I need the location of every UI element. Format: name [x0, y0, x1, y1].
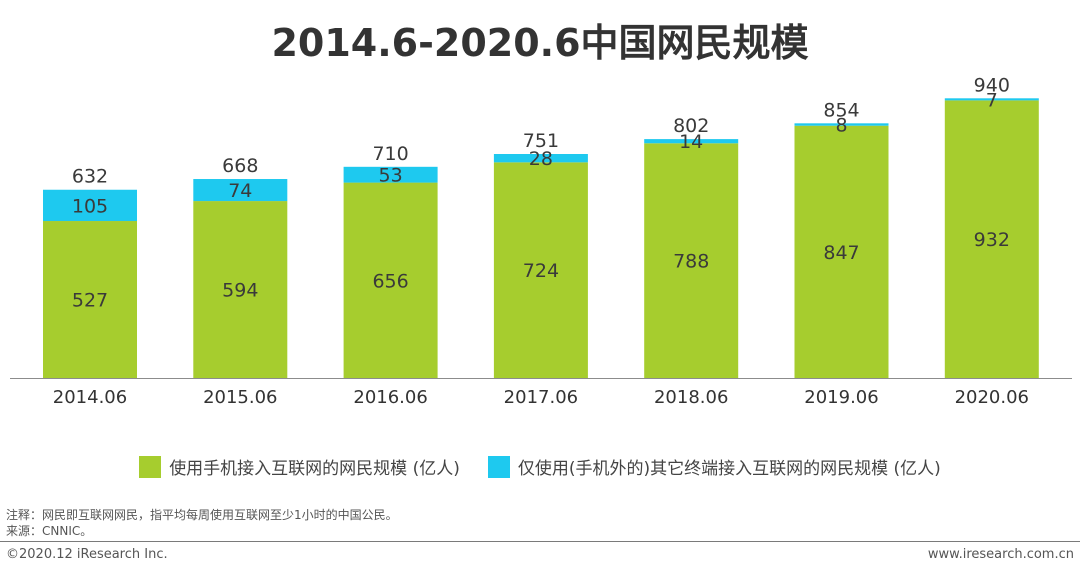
bar-mobile-2018.06	[644, 143, 739, 378]
footer-website: www.iresearch.com.cn	[927, 547, 1074, 562]
bar-other-2020.06	[944, 98, 1039, 101]
label-mobile-2016.06: 656	[372, 270, 408, 292]
label-other-2020.06: 7	[986, 89, 998, 111]
bar-mobile-2014.06	[43, 221, 137, 378]
label-mobile-2018.06: 788	[673, 251, 709, 273]
label-other-2016.06: 53	[379, 165, 403, 187]
x-tick-2017.06: 2017.06	[504, 387, 578, 408]
label-mobile-2014.06: 527	[72, 290, 108, 312]
x-tick-2016.06: 2016.06	[353, 387, 427, 408]
label-mobile-2015.06: 594	[222, 280, 258, 302]
bar-mobile-2017.06	[493, 162, 588, 378]
legend-item-mobile: 使用手机接入互联网的网民规模 (亿人)	[139, 454, 460, 479]
legend-label-other-terminal: 仅使用(手机外的)其它终端接入互联网的网民规模 (亿人)	[517, 459, 941, 479]
bar-other-2016.06	[343, 166, 438, 183]
bar-mobile-2016.06	[343, 182, 438, 378]
legend-label-mobile: 使用手机接入互联网的网民规模 (亿人)	[169, 459, 460, 479]
footer-divider	[0, 541, 1080, 542]
bar-mobile-2020.06	[944, 100, 1039, 378]
footnote-source: 来源：CNNIC。	[6, 524, 93, 538]
footnote-definition: 注释：网民即互联网网民，指平均每周使用互联网至少1小时的中国公民。	[6, 508, 398, 522]
label-total-2014.06: 632	[72, 166, 108, 188]
bar-other-2015.06	[193, 179, 288, 202]
label-total-2020.06: 940	[974, 74, 1010, 96]
label-mobile-2020.06: 932	[974, 229, 1010, 251]
x-tick-2019.06: 2019.06	[804, 387, 878, 408]
label-mobile-2017.06: 724	[523, 260, 559, 282]
legend-swatch-mobile	[139, 455, 162, 478]
chart-title: 2014.6-2020.6中国网民规模	[271, 21, 809, 65]
label-total-2019.06: 854	[823, 99, 859, 121]
label-total-2016.06: 710	[372, 143, 408, 165]
x-tick-2018.06: 2018.06	[654, 387, 728, 408]
bar-other-2017.06	[493, 154, 588, 163]
bar-other-2018.06	[644, 139, 739, 144]
legend-swatch-other-terminal	[487, 455, 510, 478]
x-tick-2015.06: 2015.06	[203, 387, 277, 408]
bar-other-2019.06	[794, 123, 889, 126]
label-total-2017.06: 751	[523, 130, 559, 152]
label-total-2015.06: 668	[222, 155, 258, 177]
label-other-2018.06: 14	[679, 131, 703, 153]
x-tick-2014.06: 2014.06	[53, 387, 127, 408]
label-other-2019.06: 8	[835, 115, 847, 137]
footer-copyright: ©2020.12 iResearch Inc.	[6, 547, 168, 562]
legend-item-other-terminal: 仅使用(手机外的)其它终端接入互联网的网民规模 (亿人)	[487, 454, 941, 479]
label-total-2018.06: 802	[673, 115, 709, 137]
bar-mobile-2019.06	[794, 125, 889, 379]
label-mobile-2019.06: 847	[823, 242, 859, 264]
bar-other-2014.06	[43, 189, 137, 222]
label-other-2014.06: 105	[72, 195, 108, 217]
label-other-2015.06: 74	[228, 180, 252, 202]
label-other-2017.06: 28	[529, 148, 553, 170]
chart-legend: 使用手机接入互联网的网民规模 (亿人) 仅使用(手机外的)其它终端接入互联网的网…	[0, 454, 1080, 479]
bar-mobile-2015.06	[193, 201, 288, 378]
x-tick-2020.06: 2020.06	[955, 387, 1029, 408]
